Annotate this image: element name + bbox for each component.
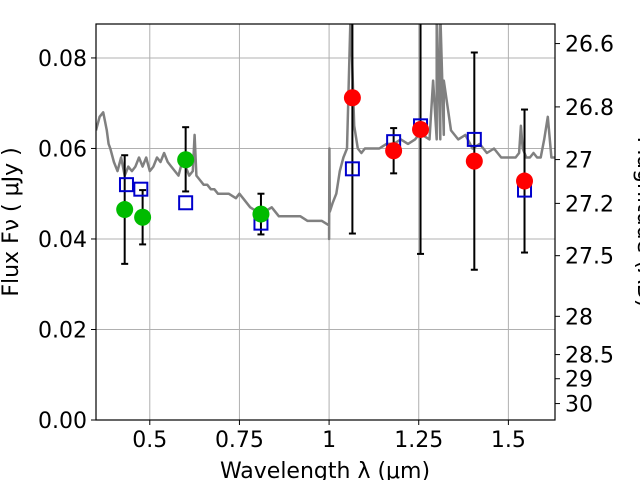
observed-point — [465, 152, 483, 170]
x-tick-label: 1.5 — [491, 428, 526, 453]
right-tick-label: 30 — [565, 393, 593, 418]
model-band-square — [118, 177, 134, 193]
right-tick-label: 26.8 — [565, 96, 614, 121]
right-tick-label: 28 — [565, 305, 593, 330]
plot-frame — [95, 23, 556, 421]
model-band-square — [133, 181, 149, 197]
observed-point — [177, 151, 195, 169]
observed-point — [385, 142, 403, 160]
observed-point — [412, 120, 430, 138]
y-tick-label: 0.06 — [38, 137, 87, 162]
x-axis: 0.5 0.75 1 1.25 1.5 — [132, 420, 526, 453]
x-tick-label: 1 — [322, 428, 336, 453]
y-tick-label: 0.00 — [38, 409, 87, 434]
right-axis-label: Magnitude (AB) — [632, 137, 640, 308]
right-tick-label: 28.5 — [565, 344, 614, 369]
y-tick-label: 0.04 — [38, 228, 87, 253]
model-band-square — [344, 161, 360, 177]
x-tick-label: 1.25 — [394, 428, 443, 453]
observed-point — [252, 205, 270, 223]
right-tick-label: 26.6 — [565, 33, 614, 58]
right-tick-label: 27.5 — [565, 245, 614, 270]
observed-point — [116, 201, 134, 219]
y-tick-label: 0.08 — [38, 47, 87, 72]
y-axis: 0.00 0.02 0.04 0.06 0.08 — [38, 47, 96, 434]
model-band-square — [466, 131, 482, 147]
x-tick-label: 0.75 — [215, 428, 264, 453]
x-tick-label: 0.5 — [132, 428, 167, 453]
x-axis-label: Wavelength λ (μm) — [220, 459, 430, 480]
right-tick-label: 27.2 — [565, 192, 614, 217]
observed-point — [134, 208, 152, 226]
right-tick-label: 29 — [565, 368, 593, 393]
series-layer — [96, 24, 555, 271]
observed-point — [516, 172, 534, 190]
observed-point — [343, 89, 361, 107]
model-band-square — [178, 195, 194, 211]
right-tick-label: 27 — [565, 149, 593, 174]
y-tick-label: 0.02 — [38, 318, 87, 343]
y-axis-label: Flux Fν ( μJy ) — [0, 147, 24, 296]
